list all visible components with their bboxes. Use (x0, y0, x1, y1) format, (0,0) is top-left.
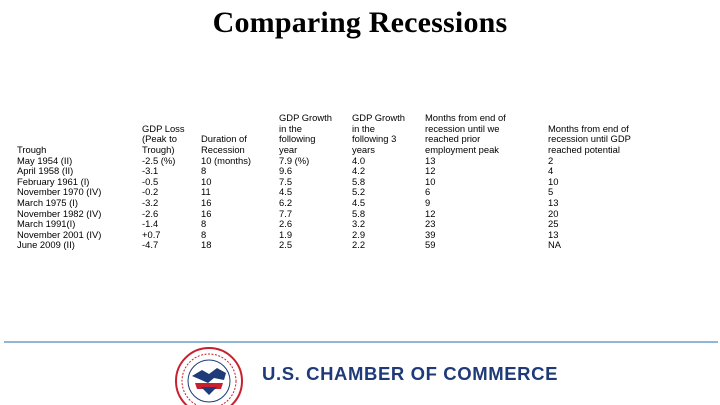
table-cell: -3.1 (142, 165, 159, 177)
table-cell: 2.5 (279, 239, 293, 251)
table-cell: 10 (548, 175, 559, 187)
table-cell: November 2001 (IV) (17, 228, 102, 240)
column-header-line: reached potential (548, 144, 620, 156)
table-cell: 7.7 (279, 207, 293, 219)
table-cell: 13 (425, 154, 436, 166)
table-cell: -4.7 (142, 239, 159, 251)
column-header-line: GDP Loss (142, 122, 185, 134)
table-cell: 11 (201, 186, 211, 198)
table-cell: 13 (548, 228, 559, 240)
table-cell: 10 (201, 175, 212, 187)
column-header-line: GDP Growth (279, 112, 332, 124)
table-cell: 8 (201, 218, 207, 230)
chamber-seal-logo (168, 343, 250, 405)
table-cell: 6 (425, 186, 431, 198)
column-header-line: year (279, 144, 298, 156)
table-cell: 23 (425, 218, 436, 230)
table-cell: 2 (548, 154, 554, 166)
table-column-gdp-loss: GDP Loss (Peak to Trough) -2.5 (%) -3.1 -0.5-… (142, 122, 185, 251)
table-cell: 9 (425, 197, 431, 209)
table-cell: June 2009 (II) (17, 239, 75, 251)
organization-name: U.S. CHAMBER OF COMMERCE (262, 363, 559, 384)
column-header-line: in the (279, 122, 302, 134)
column-header-line: Months from end of (425, 112, 506, 124)
table-cell: March 1991(I) (17, 218, 76, 230)
table-cell: 1.9 (279, 228, 293, 240)
table-cell: -2.5 (%) (142, 154, 176, 166)
table-cell: -1.4 (142, 218, 159, 230)
column-header-line: reached prior (425, 133, 481, 145)
table-cell: November 1982 (IV) (17, 207, 102, 219)
table-cell: November 1970 (IV) (17, 186, 102, 198)
table-cell: -2.6 (142, 207, 159, 219)
table-cell: 2.6 (279, 218, 293, 230)
table-cell: 5 (548, 186, 554, 198)
table-cell: 16 (201, 197, 212, 209)
table-cell: 12 (425, 165, 436, 177)
table-cell: 39 (425, 228, 436, 240)
table-cell: 13 (548, 197, 559, 209)
table-column-trough: Trough May 1954 (II) April 1958 (II) Februa… (17, 144, 102, 251)
table-cell: 3.2 (352, 218, 366, 230)
column-header-line: employment peak (425, 144, 499, 156)
table-cell: 4.0 (352, 154, 366, 166)
page-title: Comparing Recessions (212, 6, 508, 39)
table-cell: 9.6 (279, 165, 293, 177)
table-cell: 5.8 (352, 175, 366, 187)
table-column-employment-peak: Months from end of recession until we reac… (425, 113, 506, 251)
column-header-line: Duration of (201, 133, 247, 145)
table-cell: 4.5 (352, 197, 366, 209)
table-cell: 2.2 (352, 239, 366, 251)
table-cell: February 1961 (I) (17, 175, 90, 187)
table-cell: 20 (548, 207, 559, 219)
table-cell: 2.9 (352, 228, 366, 240)
column-header-line: (Peak to (142, 133, 177, 145)
table-cell: 8 (201, 165, 207, 177)
table-column-gdp-potential: Months from end of recession until GDP rea… (548, 122, 631, 251)
table-column-gdp-growth-1yr: GDP Growth in the following year 7.9 (%) 9.6 7… (279, 113, 332, 251)
table-cell: May 1954 (II) (17, 154, 73, 166)
column-header-line: Months from end of (548, 122, 629, 134)
table-cell: 5.8 (352, 207, 366, 219)
table-cell: 18 (201, 239, 212, 251)
table-column-duration: Duration of Recession 10 (months) 8 10 11 16 16… (201, 134, 251, 251)
table-cell: 5.2 (352, 186, 366, 198)
column-header-line: Recession (201, 144, 245, 156)
table-column-gdp-growth-3yr: GDP Growth in the following 3 years 4.0 4.2 5.… (352, 113, 405, 251)
column-header-line: Trough) (142, 144, 175, 156)
table-cell: 10 (425, 175, 436, 187)
table-cell: April 1958 (II) (17, 165, 74, 177)
column-header-line: in the (352, 122, 375, 134)
table-cell: 4 (548, 165, 554, 177)
table-cell: 7.9 (%) (279, 154, 310, 166)
table-cell: -3.2 (142, 197, 159, 209)
footer-divider (4, 341, 718, 343)
table-cell: 4.2 (352, 165, 366, 177)
table-cell: 16 (201, 207, 212, 219)
table-cell: 4.5 (279, 186, 293, 198)
column-header-line: following 3 (352, 133, 397, 145)
column-header-line: recession until we (425, 122, 500, 134)
table-cell: 10 (months) (201, 154, 252, 166)
column-header-line: recession until GDP (548, 133, 631, 145)
table-cell: -0.2 (142, 186, 159, 198)
table-cell: 6.2 (279, 197, 293, 209)
table-cell: 7.5 (279, 175, 293, 187)
table-cell: 25 (548, 218, 559, 230)
table-cell: NA (548, 239, 562, 251)
table-cell: 12 (425, 207, 436, 219)
table-cell: -0.5 (142, 175, 159, 187)
column-header-line: GDP Growth (352, 112, 405, 124)
table-cell: 59 (425, 239, 436, 251)
column-header-line: following (279, 133, 316, 145)
table-cell: March 1975 (I) (17, 197, 78, 209)
table-cell: 8 (201, 228, 207, 240)
table-cell: +0.7 (142, 228, 161, 240)
column-header-line: Trough (17, 144, 47, 156)
column-header-line: years (352, 144, 375, 156)
